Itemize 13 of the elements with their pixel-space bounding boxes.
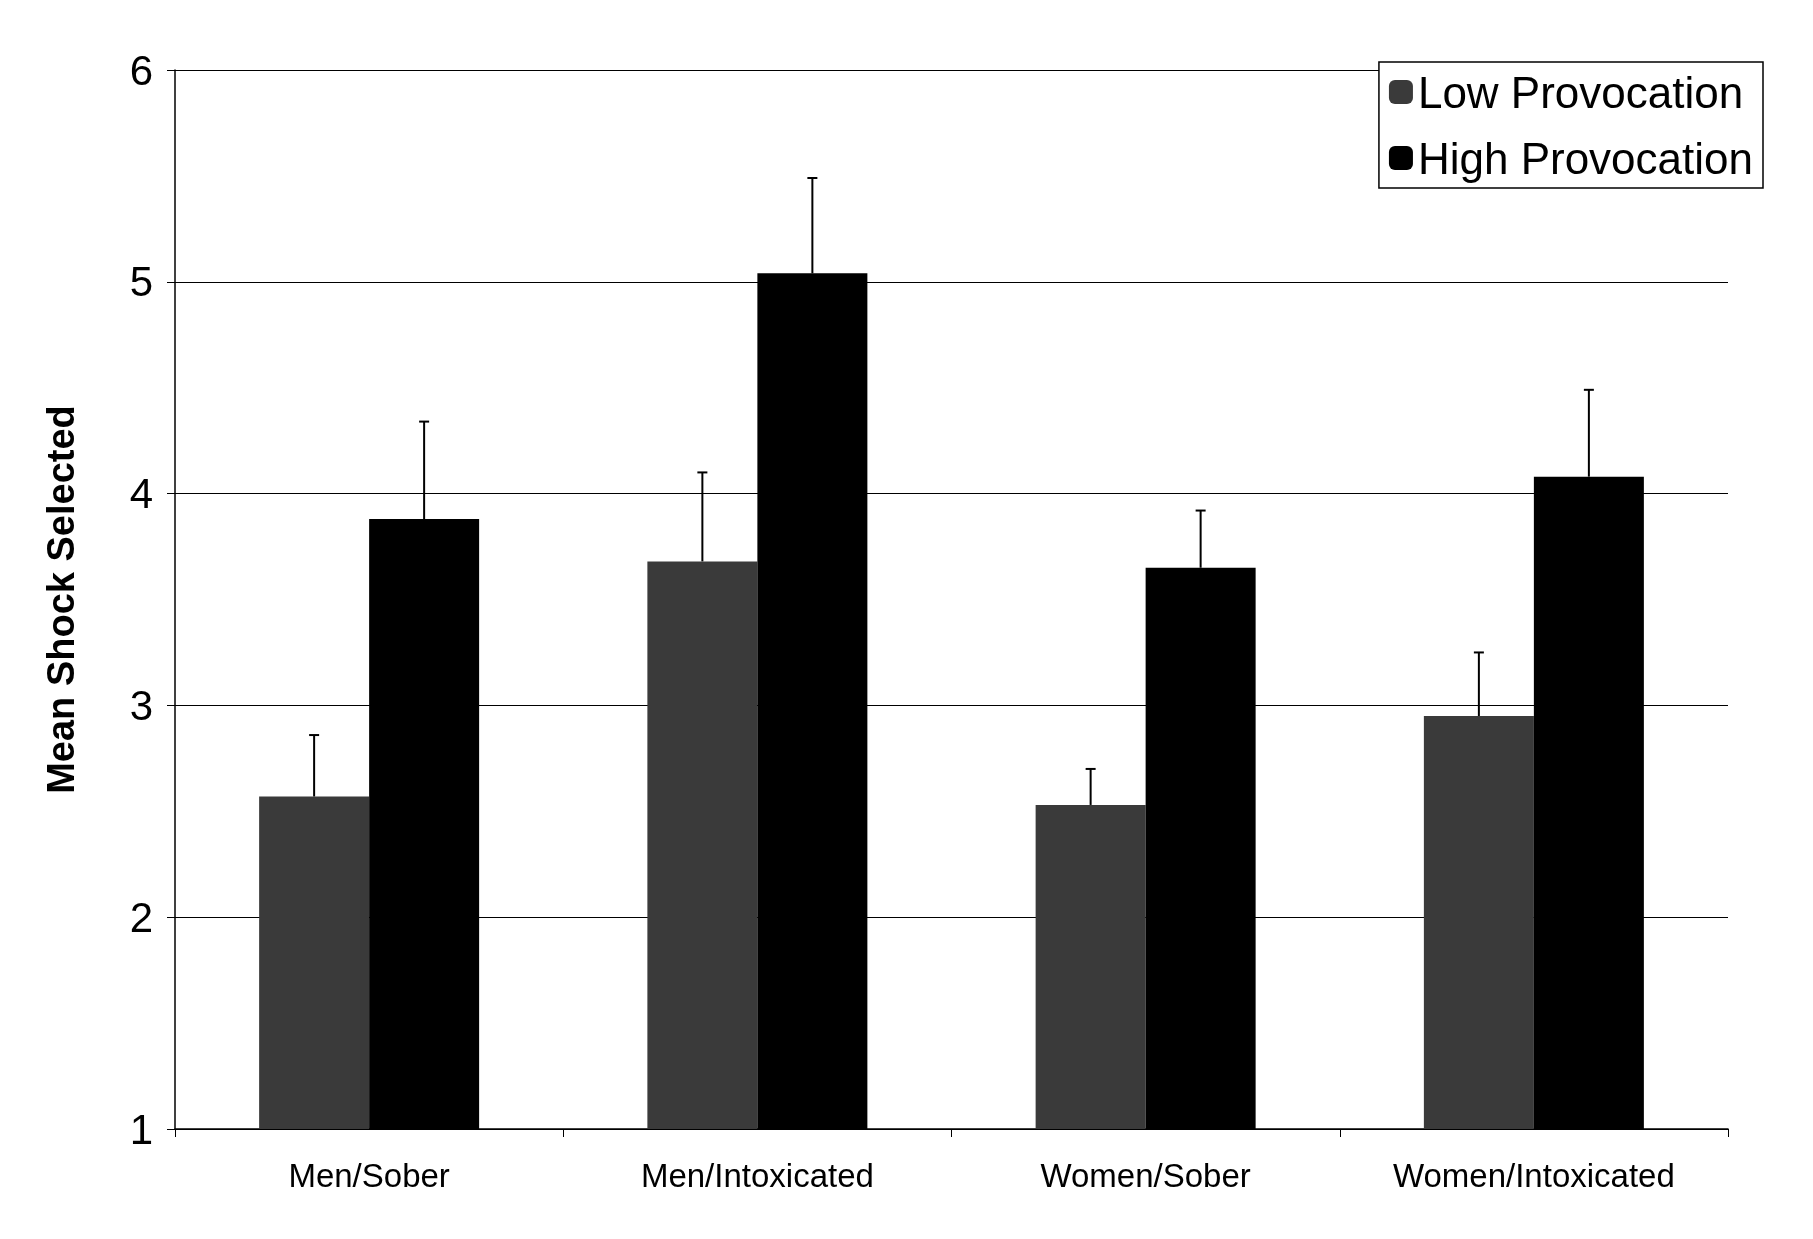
x-tick-label: Women/Intoxicated — [1392, 1157, 1675, 1194]
y-tick-label: 2 — [129, 893, 153, 941]
y-tick-label: 1 — [129, 1105, 153, 1153]
y-tick-label: 5 — [129, 258, 153, 306]
y-axis-title: Mean Shock Selected — [40, 405, 82, 794]
x-tick-label: Men/Intoxicated — [640, 1157, 874, 1194]
legend-label: Low Provocation — [1417, 67, 1744, 117]
legend-label: High Provocation — [1417, 133, 1754, 183]
y-tick-label: 3 — [129, 681, 153, 729]
x-tick-label: Men/Sober — [288, 1157, 450, 1194]
y-tick-label: 4 — [129, 470, 153, 518]
x-tick-label: Women/Sober — [1040, 1157, 1251, 1194]
y-tick-label: 6 — [129, 46, 153, 94]
